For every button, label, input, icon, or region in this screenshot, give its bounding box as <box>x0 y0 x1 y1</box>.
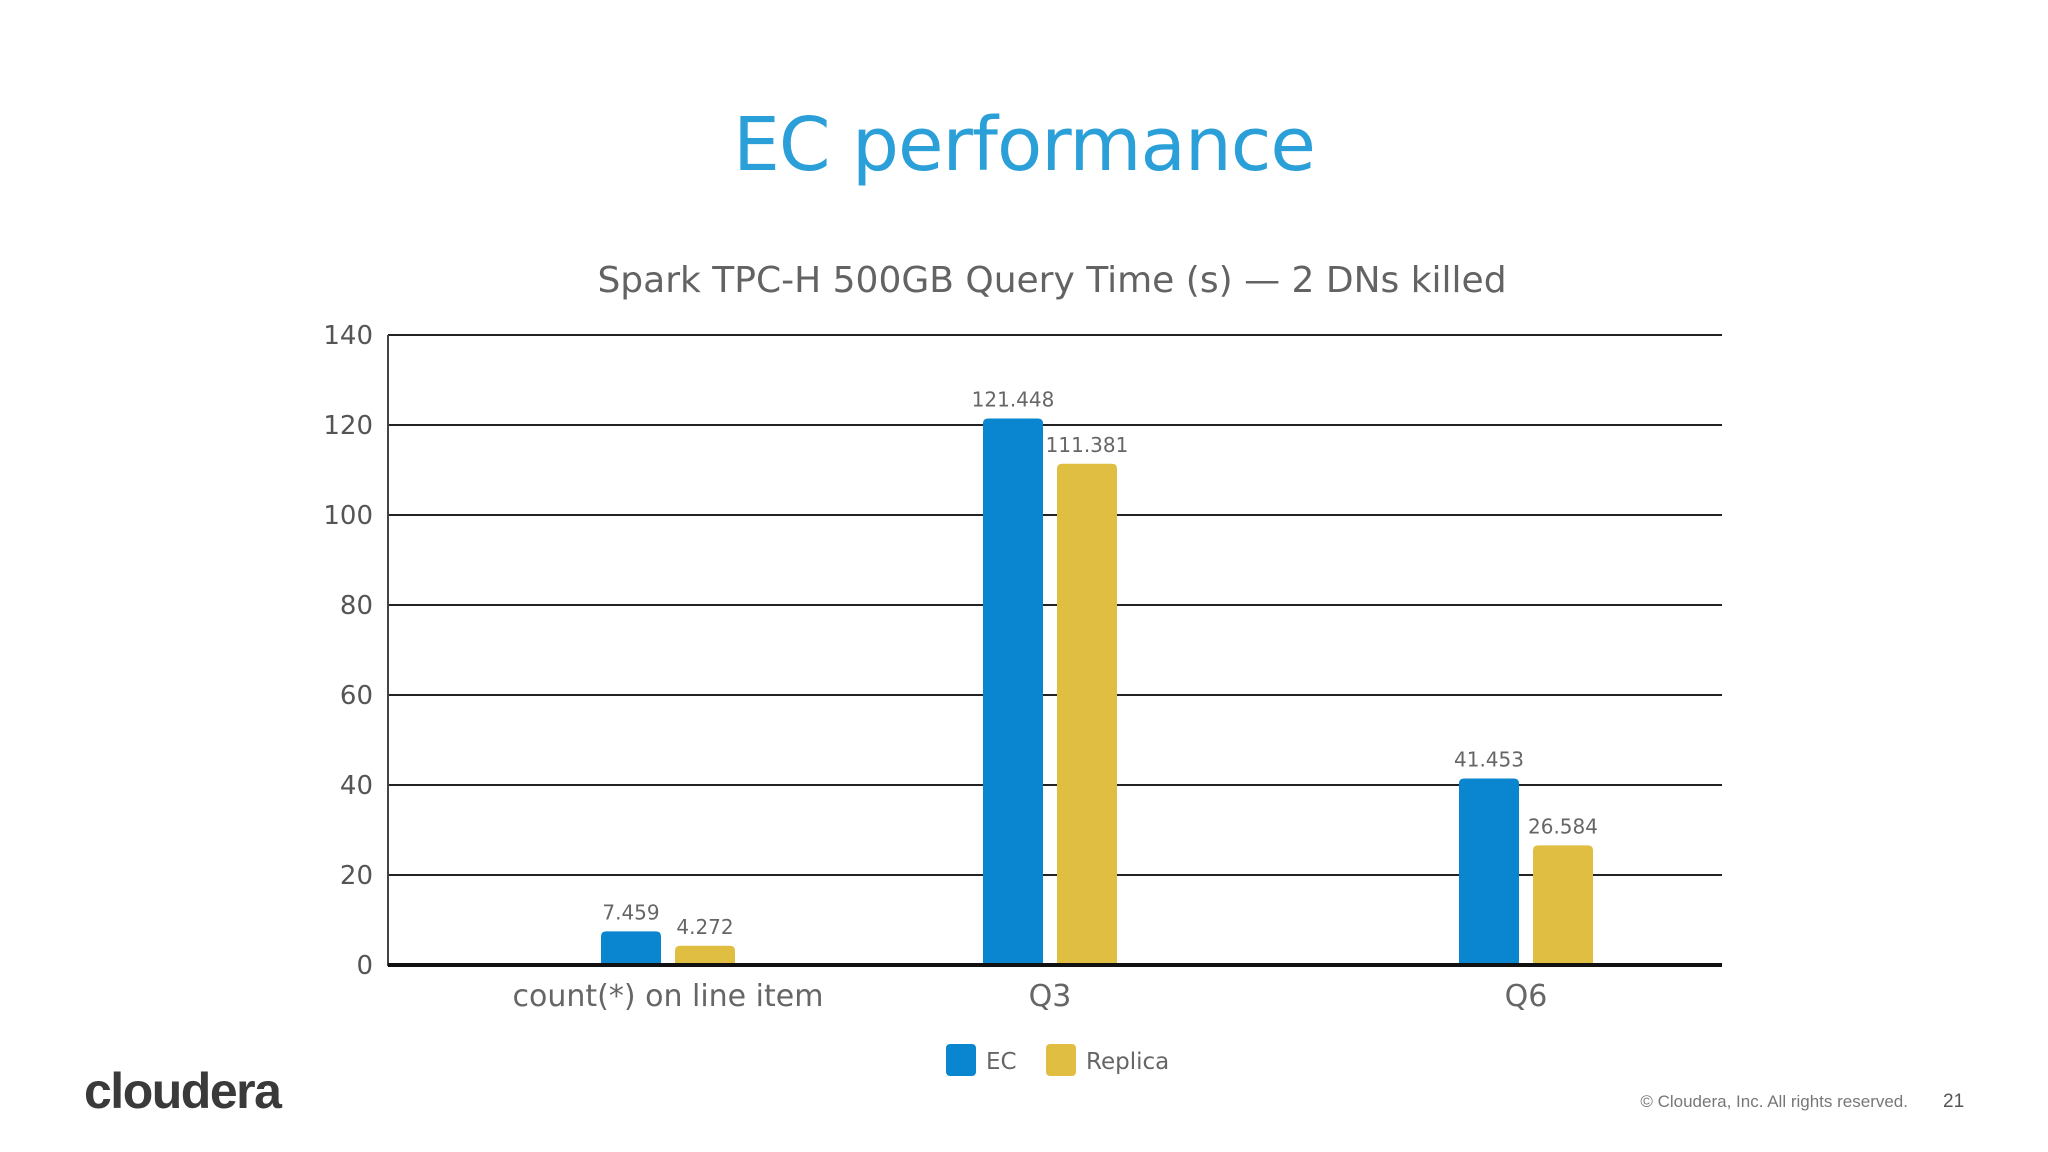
y-tick-label: 80 <box>340 591 373 621</box>
legend-swatch-ec <box>946 1044 976 1076</box>
legend: EC Replica <box>946 1044 1169 1076</box>
bar-replica-1 <box>675 945 735 965</box>
legend-label-ec: EC <box>986 1049 1017 1075</box>
slide-title: EC performance <box>733 102 1316 188</box>
gridlines <box>388 334 1722 876</box>
y-tick-label: 60 <box>340 681 373 711</box>
data-label: 7.459 <box>602 900 659 924</box>
x-axis-categories: count(*) on line item Q3 Q6 <box>513 979 1548 1014</box>
data-label: 4.272 <box>676 915 733 939</box>
bar-replica-2 <box>1057 463 1117 965</box>
bar-ec-2 <box>983 418 1043 965</box>
bar-ec-1 <box>601 931 661 965</box>
x-category-label: Q6 <box>1505 979 1548 1014</box>
data-label: 41.453 <box>1454 747 1524 771</box>
legend-label-replica: Replica <box>1086 1049 1169 1075</box>
bar-ec-3 <box>1459 778 1519 965</box>
data-labels: 7.459 4.272 121.448 111.381 41.453 26.584 <box>602 387 1598 938</box>
data-label: 111.381 <box>1046 433 1129 457</box>
bars <box>601 418 1593 965</box>
chart-title: Spark TPC-H 500GB Query Time (s) — 2 DNs… <box>597 260 1506 301</box>
x-category-label: Q3 <box>1029 979 1072 1014</box>
y-tick-label: 140 <box>323 321 373 351</box>
bar-replica-3 <box>1533 845 1593 965</box>
axes <box>387 335 1722 967</box>
y-tick-label: 100 <box>323 501 373 531</box>
data-label: 121.448 <box>972 387 1055 411</box>
y-tick-label: 20 <box>340 861 373 891</box>
y-tick-label: 40 <box>340 771 373 801</box>
data-label: 26.584 <box>1528 814 1598 838</box>
copyright-notice: © Cloudera, Inc. All rights reserved. <box>1640 1092 1908 1111</box>
y-tick-label: 120 <box>323 411 373 441</box>
page-number: 21 <box>1943 1091 1965 1112</box>
y-tick-label: 0 <box>356 951 373 981</box>
x-category-label: count(*) on line item <box>513 979 824 1014</box>
legend-swatch-replica <box>1046 1044 1076 1076</box>
cloudera-logo: cloudera <box>84 1063 282 1119</box>
y-axis-ticks: 0 20 40 60 80 100 120 140 <box>323 321 373 981</box>
